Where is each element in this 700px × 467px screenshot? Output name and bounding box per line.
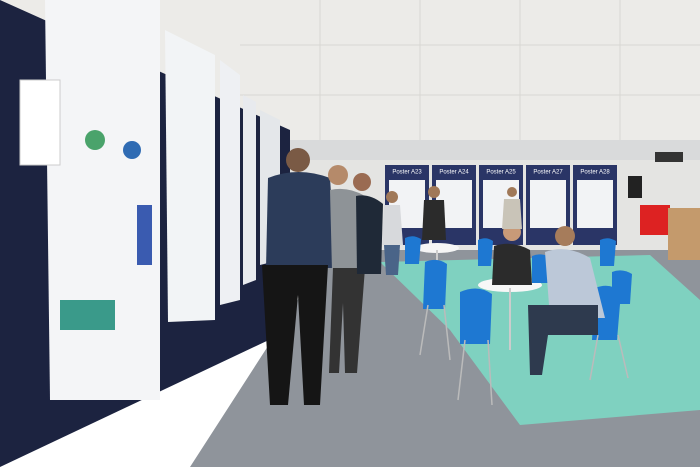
poster-2	[165, 30, 215, 322]
poster	[577, 180, 613, 228]
board-label: Poster A24	[439, 170, 469, 176]
poster-3	[220, 60, 240, 305]
people	[262, 148, 605, 405]
board-label: Poster A23	[392, 170, 422, 176]
poster-figure	[60, 300, 115, 330]
poster-chart	[85, 130, 105, 150]
back-boards: Poster A23 Poster A24 Poster A25 Poster A27…	[385, 165, 617, 245]
board-label: Poster A25	[486, 170, 516, 176]
furniture	[405, 236, 632, 406]
poster-4	[243, 95, 256, 285]
poster-chart	[123, 141, 141, 159]
poster-1	[45, 0, 160, 400]
speaker	[628, 176, 642, 198]
sign	[655, 152, 683, 162]
poster-flyer	[19, 79, 61, 166]
wall-panels	[240, 0, 700, 150]
counter	[668, 208, 700, 260]
red-panel	[640, 205, 670, 235]
poster-bars	[137, 205, 152, 265]
poster	[530, 180, 566, 228]
board-label: Poster A27	[533, 170, 563, 176]
board-label: Poster A28	[580, 170, 610, 176]
